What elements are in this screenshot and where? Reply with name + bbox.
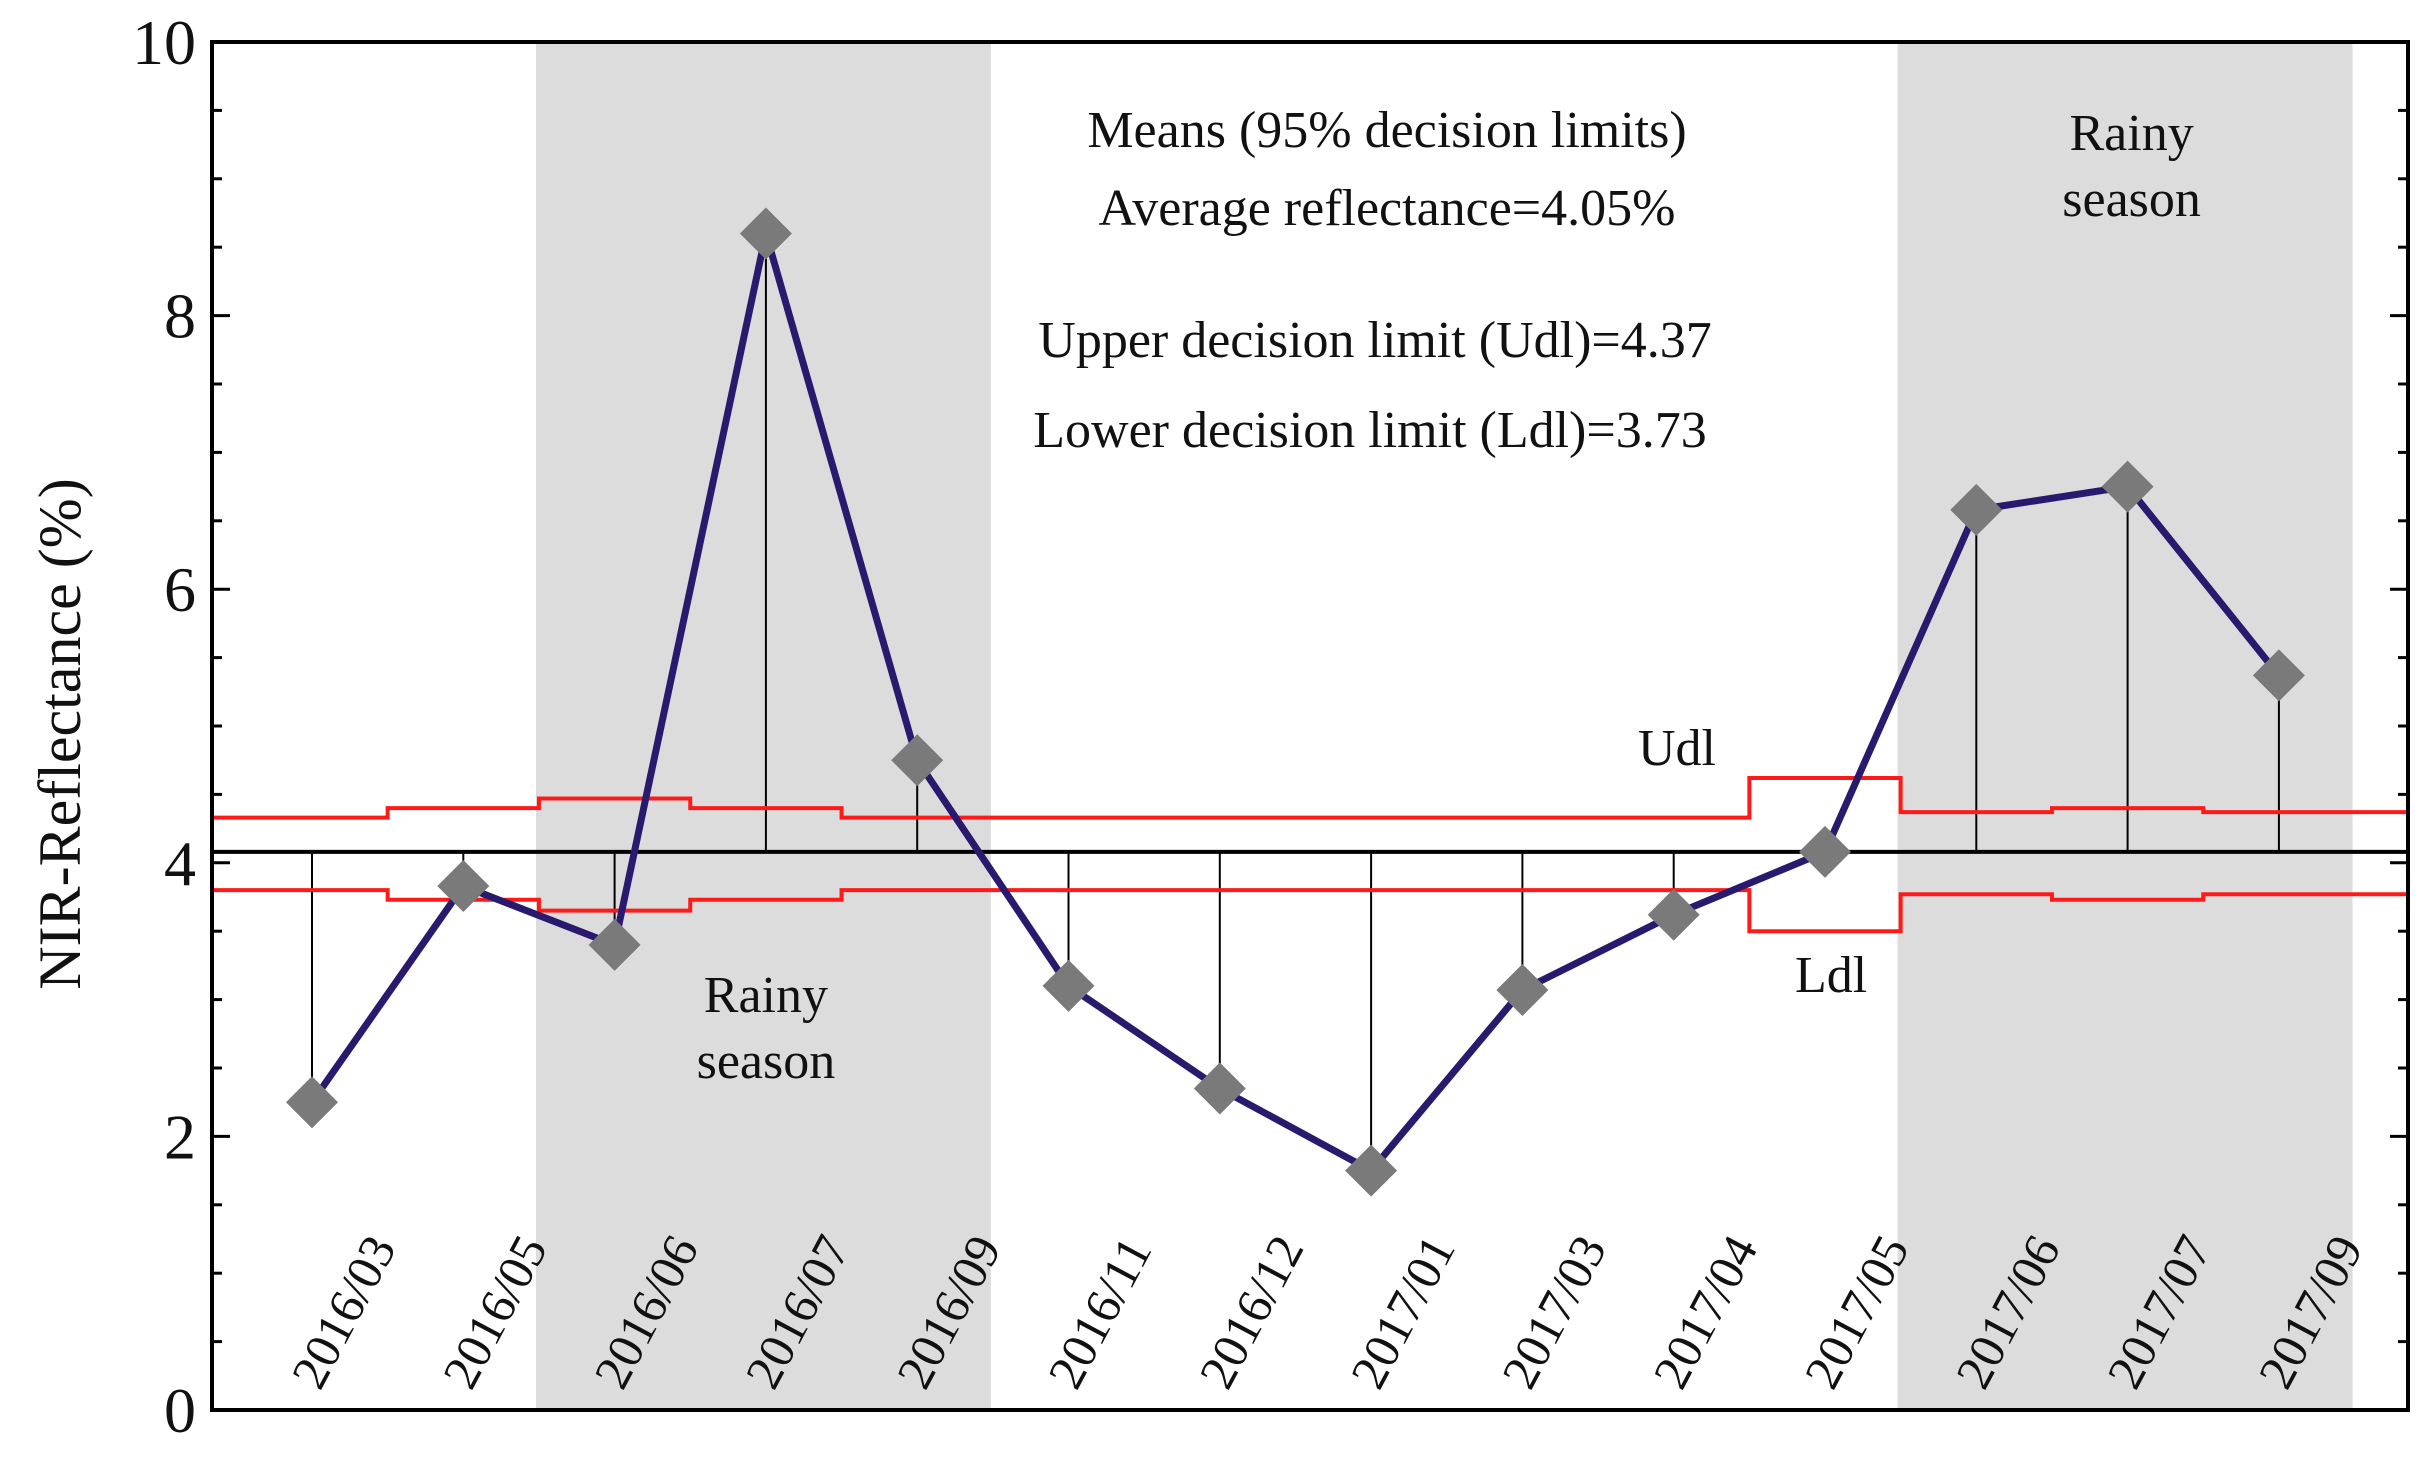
annotation-4: Lower decision limit (Ldl)=3.73 bbox=[1033, 402, 1706, 459]
x-tick-label-2016/12: 2016/12 bbox=[1188, 1226, 1314, 1397]
series-line bbox=[309, 230, 2282, 1175]
rainy-season-label-2: season bbox=[2062, 171, 2201, 228]
data-point-2017/04 bbox=[1647, 888, 1700, 941]
data-point-2017/07 bbox=[2101, 460, 2154, 513]
data-point-2016/12 bbox=[1193, 1062, 1246, 1115]
data-point-2016/06 bbox=[588, 918, 641, 971]
annotation-2: Average reflectance=4.05% bbox=[1099, 180, 1676, 237]
data-point-2016/09 bbox=[891, 734, 944, 787]
annotation-1: Means (95% decision limits) bbox=[1087, 102, 1686, 159]
data-point-2017/05 bbox=[1799, 825, 1851, 878]
rainy-season-band-1 bbox=[535, 42, 991, 1410]
y-tick-label: 6 bbox=[164, 554, 196, 625]
plot-frame bbox=[210, 40, 2410, 1412]
y-tick-label: 4 bbox=[164, 828, 196, 899]
data-point-2017/03 bbox=[1496, 964, 1549, 1017]
data-point-2016/07 bbox=[739, 207, 792, 260]
shaded-regions bbox=[535, 42, 2353, 1410]
data-point-2016/03 bbox=[286, 1076, 338, 1129]
y-axis-label: NIR-Reflectance (%) bbox=[27, 478, 93, 989]
rainy-season-label-1: Rainy bbox=[704, 967, 828, 1024]
ldl-label: Ldl bbox=[1795, 947, 1867, 1004]
rainy-season-band-2 bbox=[1897, 42, 2353, 1410]
decision-limit-lines bbox=[212, 775, 2408, 934]
udl-label: Udl bbox=[1638, 720, 1716, 777]
data-point-2017/06 bbox=[1950, 483, 2003, 536]
y-tick-label: 2 bbox=[164, 1101, 196, 1172]
stem-lines bbox=[311, 233, 2280, 1171]
udl-line bbox=[212, 775, 2408, 820]
data-point-2016/11 bbox=[1042, 959, 1095, 1012]
annotation-3: Upper decision limit (Udl)=4.37 bbox=[1038, 312, 1711, 369]
series-layer bbox=[286, 207, 2305, 1197]
y-tick-label: 8 bbox=[164, 281, 196, 352]
rainy-season-label-1: season bbox=[697, 1033, 836, 1090]
data-point-2017/09 bbox=[2252, 649, 2305, 702]
x-tick-label-2017/01: 2017/01 bbox=[1339, 1226, 1465, 1397]
x-tick-label-2017/04: 2017/04 bbox=[1642, 1226, 1768, 1397]
x-tick-label-2016/03: 2016/03 bbox=[280, 1226, 406, 1397]
x-tick-label-2016/11: 2016/11 bbox=[1037, 1228, 1163, 1397]
x-tick-label-2017/03: 2017/03 bbox=[1491, 1226, 1617, 1397]
data-point-2016/05 bbox=[437, 860, 490, 913]
y-tick-label: 0 bbox=[164, 1375, 196, 1446]
ldl-line bbox=[212, 888, 2408, 934]
y-tick-label: 10 bbox=[132, 7, 196, 78]
data-point-2017/01 bbox=[1345, 1144, 1398, 1197]
rainy-season-label-2: Rainy bbox=[2069, 105, 2193, 162]
